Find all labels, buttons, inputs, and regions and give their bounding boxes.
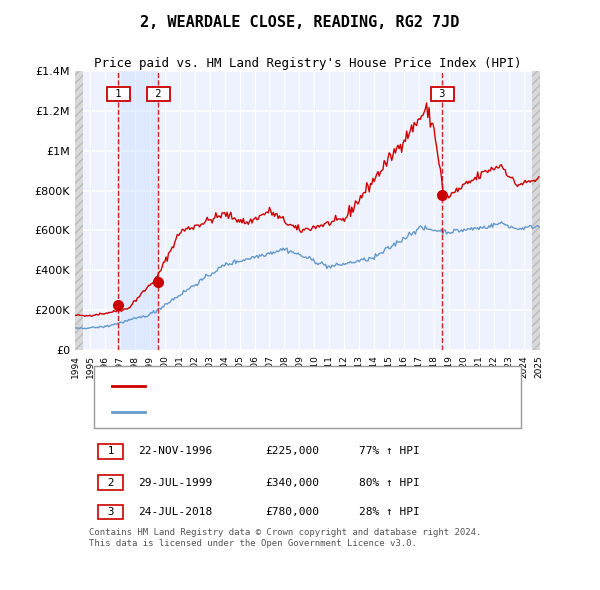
Text: 22-NOV-1996: 22-NOV-1996: [138, 447, 212, 457]
Text: £780,000: £780,000: [266, 507, 320, 517]
Text: 3: 3: [101, 507, 121, 517]
Text: HPI: Average price, detached house, Reading: HPI: Average price, detached house, Read…: [154, 407, 423, 417]
Text: £225,000: £225,000: [266, 447, 320, 457]
Text: 1: 1: [101, 447, 121, 457]
Bar: [532, 71, 540, 350]
Text: 2, WEARDALE CLOSE, READING, RG2 7JD: 2, WEARDALE CLOSE, READING, RG2 7JD: [140, 15, 460, 30]
Text: 24-JUL-2018: 24-JUL-2018: [138, 507, 212, 517]
Text: 1: 1: [109, 88, 128, 99]
Text: 80% ↑ HPI: 80% ↑ HPI: [359, 477, 419, 487]
Text: 2: 2: [101, 477, 121, 487]
Text: 29-JUL-1999: 29-JUL-1999: [138, 477, 212, 487]
Bar: [75, 71, 83, 350]
Text: 2, WEARDALE CLOSE, READING, RG2 7JD (detached house): 2, WEARDALE CLOSE, READING, RG2 7JD (det…: [154, 381, 479, 391]
Text: 2: 2: [149, 88, 168, 99]
Text: 3: 3: [433, 88, 452, 99]
FancyBboxPatch shape: [94, 366, 521, 428]
Text: Contains HM Land Registry data © Crown copyright and database right 2024.
This d: Contains HM Land Registry data © Crown c…: [89, 529, 481, 548]
Text: £340,000: £340,000: [266, 477, 320, 487]
Text: 77% ↑ HPI: 77% ↑ HPI: [359, 447, 419, 457]
Bar: [118, 71, 158, 350]
Title: Price paid vs. HM Land Registry's House Price Index (HPI): Price paid vs. HM Land Registry's House …: [94, 57, 521, 70]
Text: 28% ↑ HPI: 28% ↑ HPI: [359, 507, 419, 517]
